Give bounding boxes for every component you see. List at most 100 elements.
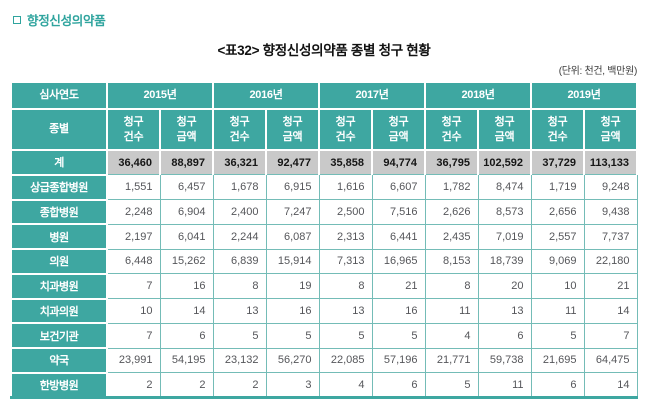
data-cell: 56,270	[265, 347, 320, 374]
data-cell: 36,795	[424, 149, 479, 176]
row-label-cell: 종합병원	[10, 198, 108, 226]
data-cell: 37,729	[530, 149, 585, 176]
data-cell: 5	[371, 322, 426, 349]
row-label-cell: 약국	[10, 347, 108, 374]
data-cell: 94,774	[371, 149, 426, 176]
sub-header-line: 청구	[229, 116, 250, 129]
sub-header-line: 금액	[388, 130, 409, 143]
data-cell: 59,738	[477, 347, 532, 374]
data-cell: 8	[318, 273, 373, 299]
data-cell: 6	[530, 372, 585, 399]
data-cell: 8,474	[477, 174, 532, 200]
data-cell: 57,196	[371, 347, 426, 374]
sub-header-line: 건수	[441, 130, 462, 143]
claims-table: 심사연도 2015년 2016년 2017년 2018년 2019년 종별 청구 건수 청구 금액…	[10, 81, 638, 399]
data-cell: 15,914	[265, 248, 320, 275]
data-cell: 7,313	[318, 248, 373, 275]
table-title: <표32> 향정신성의약품 종별 청구 현황	[217, 43, 431, 58]
year-header-cell: 2015년	[106, 81, 214, 110]
row-header-cell: 종별	[10, 108, 108, 151]
data-cell: 21	[583, 273, 638, 299]
data-cell: 88,897	[159, 149, 214, 176]
sub-header-line: 청구	[282, 116, 303, 129]
data-cell: 2,557	[530, 223, 585, 250]
year-header-cell: 2017년	[318, 81, 426, 110]
data-cell: 6,448	[106, 248, 161, 275]
data-cell: 11	[424, 298, 479, 324]
year-header-cell: 2016년	[212, 81, 320, 110]
data-cell: 9,069	[530, 248, 585, 275]
data-cell: 16	[371, 298, 426, 324]
claim-count-header-cell: 청구 건수	[212, 108, 267, 151]
data-cell: 6,839	[212, 248, 267, 275]
data-cell: 113,133	[583, 149, 638, 176]
corner-header-cell: 심사연도	[10, 81, 108, 110]
table-body: 계 36,460 88,897 36,321 92,477 35,858 94,774 36,…	[10, 149, 638, 399]
claim-count-header-cell: 청구 건수	[318, 108, 373, 151]
table-head: 심사연도 2015년 2016년 2017년 2018년 2019년 종별 청구 건수 청구 금액…	[10, 81, 638, 151]
data-cell: 8	[212, 273, 267, 299]
data-cell: 7,019	[477, 223, 532, 250]
sub-header-line: 청구	[494, 116, 515, 129]
data-cell: 2,248	[106, 199, 161, 225]
data-cell: 9,438	[583, 199, 638, 225]
data-cell: 2	[159, 372, 214, 399]
table-row: 종합병원 2,248 6,904 2,400 7,247 2,500 7,516 2,626 8…	[10, 198, 638, 226]
data-cell: 8	[424, 273, 479, 299]
data-cell: 10	[106, 298, 161, 324]
table-header-years-row: 심사연도 2015년 2016년 2017년 2018년 2019년	[10, 81, 638, 110]
sub-header-line: 건수	[335, 130, 356, 143]
data-cell: 7	[106, 273, 161, 299]
data-cell: 8,153	[424, 248, 479, 275]
data-cell: 18,739	[477, 248, 532, 275]
claim-amount-header-cell: 청구 금액	[371, 108, 426, 151]
table-row: 치과병원 7 16 8 19 8 21 8 20 10 21	[10, 272, 638, 300]
data-cell: 64,475	[583, 347, 638, 374]
row-label-cell: 병원	[10, 223, 108, 250]
table-row: 약국 23,991 54,195 23,132 56,270 22,085 57,196 21…	[10, 347, 638, 374]
data-cell: 2,435	[424, 223, 479, 250]
data-cell: 2	[106, 372, 161, 399]
table-row: 의원 6,448 15,262 6,839 15,914 7,313 16,965 8,153…	[10, 248, 638, 275]
data-cell: 11	[477, 372, 532, 399]
claims-table-wrap: 심사연도 2015년 2016년 2017년 2018년 2019년 종별 청구 건수 청구 금액…	[10, 81, 638, 399]
data-cell: 2,400	[212, 199, 267, 225]
row-label-cell: 상급종합병원	[10, 173, 108, 201]
data-cell: 23,991	[106, 347, 161, 374]
table-row: 병원 2,197 6,041 2,244 6,087 2,313 6,441 2,435 7,0…	[10, 223, 638, 250]
row-label-cell: 한방병원	[10, 371, 108, 399]
data-cell: 6,041	[159, 223, 214, 250]
data-cell: 36,460	[106, 149, 161, 176]
data-cell: 16	[159, 273, 214, 299]
claim-count-header-cell: 청구 건수	[530, 108, 585, 151]
data-cell: 7	[106, 322, 161, 349]
table-row: 상급종합병원 1,551 6,457 1,678 6,915 1,616 6,607 1,78…	[10, 173, 638, 201]
data-cell: 13	[318, 298, 373, 324]
data-cell: 11	[530, 298, 585, 324]
data-cell: 6,087	[265, 223, 320, 250]
claim-count-header-cell: 청구 건수	[424, 108, 479, 151]
data-cell: 5	[265, 322, 320, 349]
data-cell: 6	[477, 322, 532, 349]
table-row: 보건기관 7 6 5 5 5 5 4 6 5 7	[10, 322, 638, 349]
row-label-cell: 계	[10, 149, 108, 176]
sub-header-line: 금액	[282, 130, 303, 143]
claim-count-header-cell: 청구 건수	[106, 108, 161, 151]
year-header-cell: 2018년	[424, 81, 532, 110]
table-row: 계 36,460 88,897 36,321 92,477 35,858 94,774 36,…	[10, 149, 638, 176]
data-cell: 7,247	[265, 199, 320, 225]
data-cell: 1,551	[106, 174, 161, 200]
data-cell: 7,737	[583, 223, 638, 250]
data-cell: 36,321	[212, 149, 267, 176]
data-cell: 7,516	[371, 199, 426, 225]
data-cell: 2,197	[106, 223, 161, 250]
data-cell: 6	[371, 372, 426, 399]
sub-header-line: 건수	[229, 130, 250, 143]
data-cell: 16,965	[371, 248, 426, 275]
data-cell: 2,656	[530, 199, 585, 225]
data-cell: 22,085	[318, 347, 373, 374]
data-cell: 21,771	[424, 347, 479, 374]
data-cell: 1,616	[318, 174, 373, 200]
data-cell: 4	[318, 372, 373, 399]
data-cell: 15,262	[159, 248, 214, 275]
